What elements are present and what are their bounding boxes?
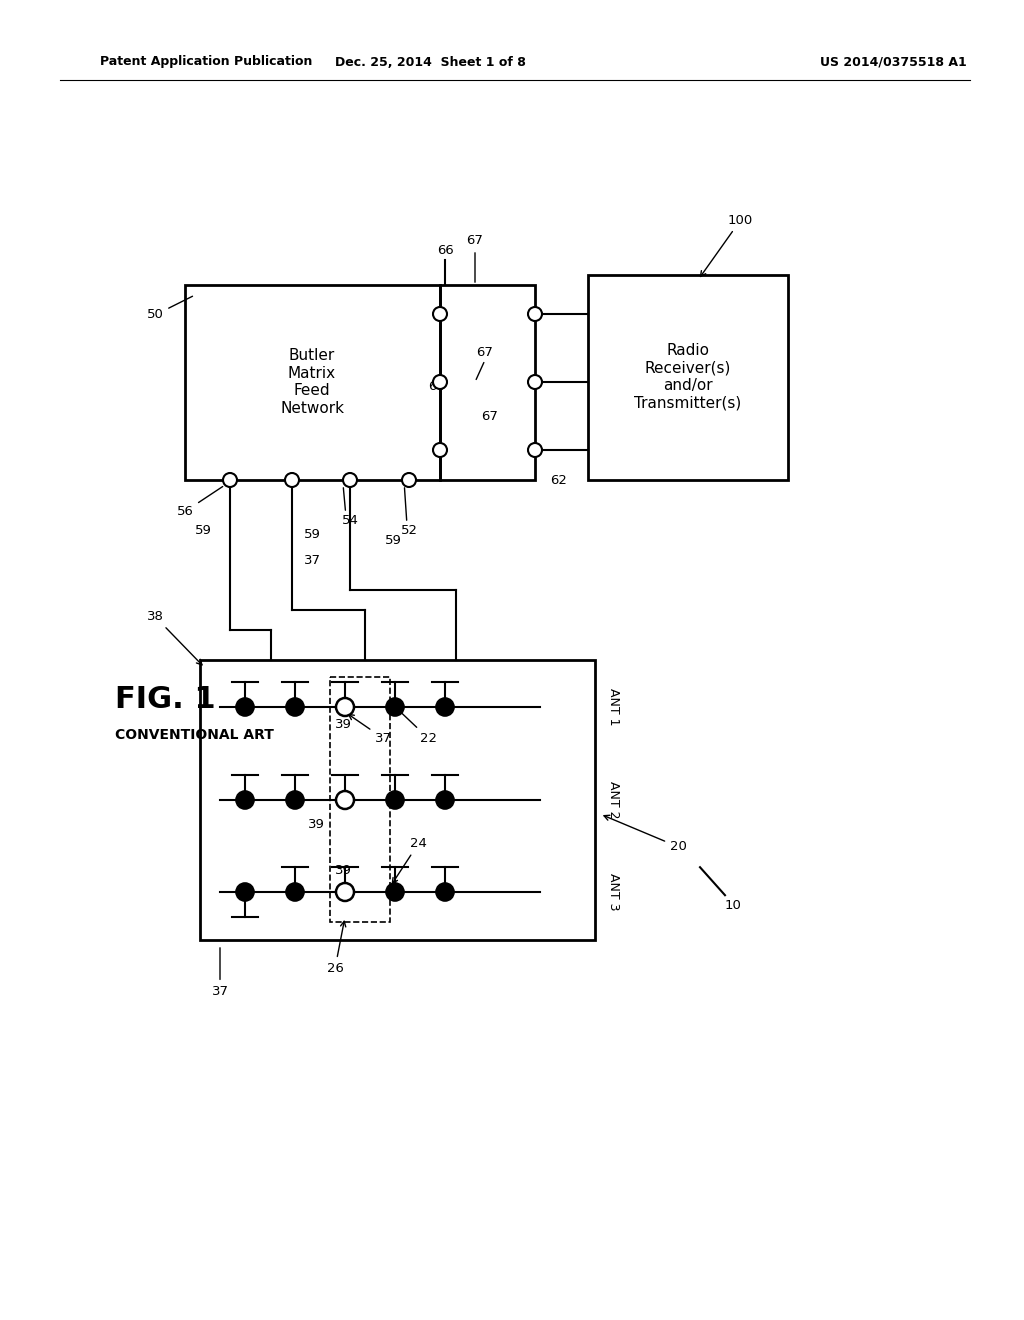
Circle shape — [433, 444, 447, 457]
Circle shape — [433, 308, 447, 321]
Text: 54: 54 — [342, 513, 359, 527]
Text: 38: 38 — [146, 610, 202, 665]
Text: 37: 37 — [212, 948, 228, 998]
Text: 50: 50 — [146, 296, 193, 322]
Text: 56: 56 — [176, 487, 222, 517]
Text: Patent Application Publication: Patent Application Publication — [100, 55, 312, 69]
Text: 39: 39 — [308, 818, 325, 832]
Text: 59: 59 — [304, 528, 321, 541]
Circle shape — [236, 791, 254, 809]
Text: 62: 62 — [550, 474, 567, 487]
Text: 100: 100 — [700, 214, 754, 276]
Circle shape — [402, 473, 416, 487]
Text: Radio
Receiver(s)
and/or
Transmitter(s): Radio Receiver(s) and/or Transmitter(s) — [635, 343, 741, 411]
Bar — [330, 677, 390, 921]
Circle shape — [386, 698, 404, 715]
Text: ANT 1: ANT 1 — [607, 688, 620, 726]
Text: 64: 64 — [428, 380, 445, 393]
Text: 39: 39 — [335, 863, 352, 876]
Text: 59: 59 — [385, 533, 401, 546]
Circle shape — [336, 883, 354, 902]
Circle shape — [286, 883, 304, 902]
Circle shape — [386, 791, 404, 809]
Text: 26: 26 — [327, 921, 346, 975]
Text: ANT 2: ANT 2 — [607, 781, 620, 818]
Circle shape — [286, 791, 304, 809]
Bar — [588, 275, 788, 480]
Bar — [440, 285, 535, 480]
Circle shape — [433, 375, 447, 389]
Text: 66: 66 — [436, 243, 454, 256]
Circle shape — [336, 791, 354, 809]
Circle shape — [528, 308, 542, 321]
Text: 20: 20 — [604, 816, 687, 854]
Circle shape — [223, 473, 237, 487]
Circle shape — [285, 473, 299, 487]
Circle shape — [336, 698, 354, 715]
Text: FIG. 1: FIG. 1 — [115, 685, 216, 714]
Circle shape — [236, 883, 254, 902]
Text: 39: 39 — [335, 718, 352, 731]
Circle shape — [528, 375, 542, 389]
Circle shape — [236, 698, 254, 715]
Text: Dec. 25, 2014  Sheet 1 of 8: Dec. 25, 2014 Sheet 1 of 8 — [335, 55, 525, 69]
Circle shape — [286, 698, 304, 715]
Text: 22: 22 — [393, 705, 437, 744]
Text: 37: 37 — [348, 714, 392, 744]
Text: CONVENTIONAL ART: CONVENTIONAL ART — [115, 729, 273, 742]
Text: 37: 37 — [304, 553, 321, 566]
Circle shape — [528, 444, 542, 457]
Text: 67: 67 — [467, 234, 483, 247]
Text: US 2014/0375518 A1: US 2014/0375518 A1 — [820, 55, 967, 69]
Circle shape — [436, 883, 454, 902]
Text: 10: 10 — [725, 899, 741, 912]
Bar — [200, 660, 595, 940]
Text: 67: 67 — [476, 346, 494, 359]
Bar — [185, 285, 440, 480]
Text: 24: 24 — [392, 837, 427, 883]
Circle shape — [386, 883, 404, 902]
Text: ANT 3: ANT 3 — [607, 874, 620, 911]
Text: 67: 67 — [481, 411, 499, 424]
Circle shape — [436, 698, 454, 715]
Text: Butler
Matrix
Feed
Network: Butler Matrix Feed Network — [280, 348, 344, 416]
Text: 52: 52 — [401, 524, 418, 536]
Text: 59: 59 — [196, 524, 212, 536]
Circle shape — [436, 791, 454, 809]
Circle shape — [343, 473, 357, 487]
